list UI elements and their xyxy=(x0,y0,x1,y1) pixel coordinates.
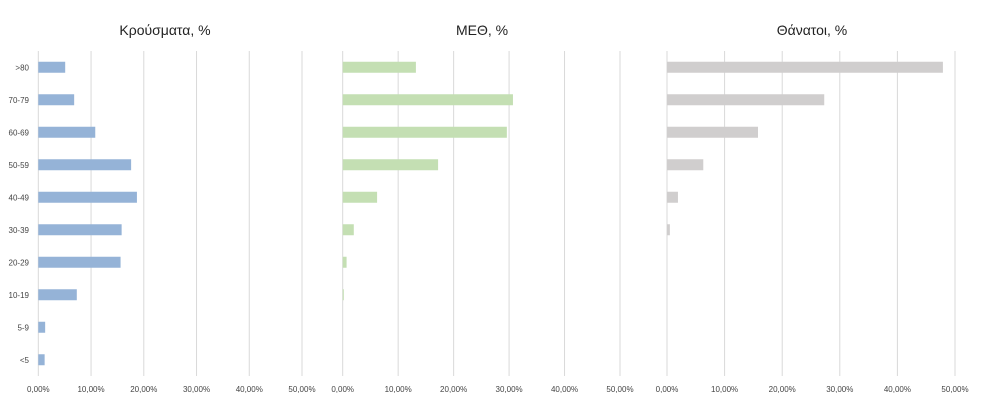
chart-title: Θάνατοι, % xyxy=(777,22,848,38)
chart-title: ΜΕΘ, % xyxy=(456,22,508,38)
bar-10-19 xyxy=(38,289,77,301)
bar-70-79 xyxy=(667,94,825,106)
y-category-label: 70-79 xyxy=(9,96,30,105)
y-category-label: 5-9 xyxy=(17,323,29,332)
y-category-label: 20-29 xyxy=(9,258,30,267)
x-tick-label: 50,00% xyxy=(941,385,968,394)
bar-40-49 xyxy=(667,191,678,203)
x-tick-label: 20,00% xyxy=(130,385,157,394)
y-category-label: >80 xyxy=(15,63,29,72)
x-tick-label: 30,00% xyxy=(826,385,853,394)
bar-<5 xyxy=(38,354,45,366)
bar-20-29 xyxy=(342,256,347,268)
x-tick-label: 10,00% xyxy=(77,385,104,394)
y-category-label: 50-59 xyxy=(9,161,30,170)
bar-60-69 xyxy=(342,126,507,138)
x-tick-label: 10,00% xyxy=(385,385,412,394)
x-tick-label: 0,00% xyxy=(656,385,679,394)
y-category-label: <5 xyxy=(20,356,30,365)
y-category-label: 60-69 xyxy=(9,128,30,137)
bar->80 xyxy=(342,61,416,73)
x-tick-label: 40,00% xyxy=(884,385,911,394)
y-category-label: 40-49 xyxy=(9,193,30,202)
bar->80 xyxy=(667,61,943,73)
bar-10-19 xyxy=(342,289,344,301)
x-tick-label: 10,00% xyxy=(711,385,738,394)
bar-50-59 xyxy=(342,159,439,171)
bar-30-39 xyxy=(667,224,670,236)
bar-60-69 xyxy=(667,126,759,138)
bar-70-79 xyxy=(342,94,513,106)
chart-title: Κρούσματα, % xyxy=(119,22,210,38)
x-tick-label: 30,00% xyxy=(183,385,210,394)
x-tick-label: 0,00% xyxy=(331,385,354,394)
bar-50-59 xyxy=(38,159,132,171)
y-category-label: 30-39 xyxy=(9,226,30,235)
x-tick-label: 40,00% xyxy=(551,385,578,394)
bar-40-49 xyxy=(38,191,137,203)
bar-20-29 xyxy=(38,256,121,268)
bar->80 xyxy=(38,61,66,73)
x-tick-label: 20,00% xyxy=(440,385,467,394)
x-tick-label: 30,00% xyxy=(496,385,523,394)
bar-30-39 xyxy=(342,224,354,236)
y-category-label: 10-19 xyxy=(9,291,30,300)
x-tick-label: 40,00% xyxy=(236,385,263,394)
bar-50-59 xyxy=(667,159,704,171)
bar-5-9 xyxy=(38,321,46,333)
x-tick-label: 50,00% xyxy=(606,385,633,394)
x-tick-label: 0,00% xyxy=(27,385,50,394)
bar-40-49 xyxy=(342,191,378,203)
bar-60-69 xyxy=(38,126,96,138)
bar-30-39 xyxy=(38,224,122,236)
bar-70-79 xyxy=(38,94,75,106)
x-tick-label: 20,00% xyxy=(769,385,796,394)
x-tick-label: 50,00% xyxy=(288,385,315,394)
